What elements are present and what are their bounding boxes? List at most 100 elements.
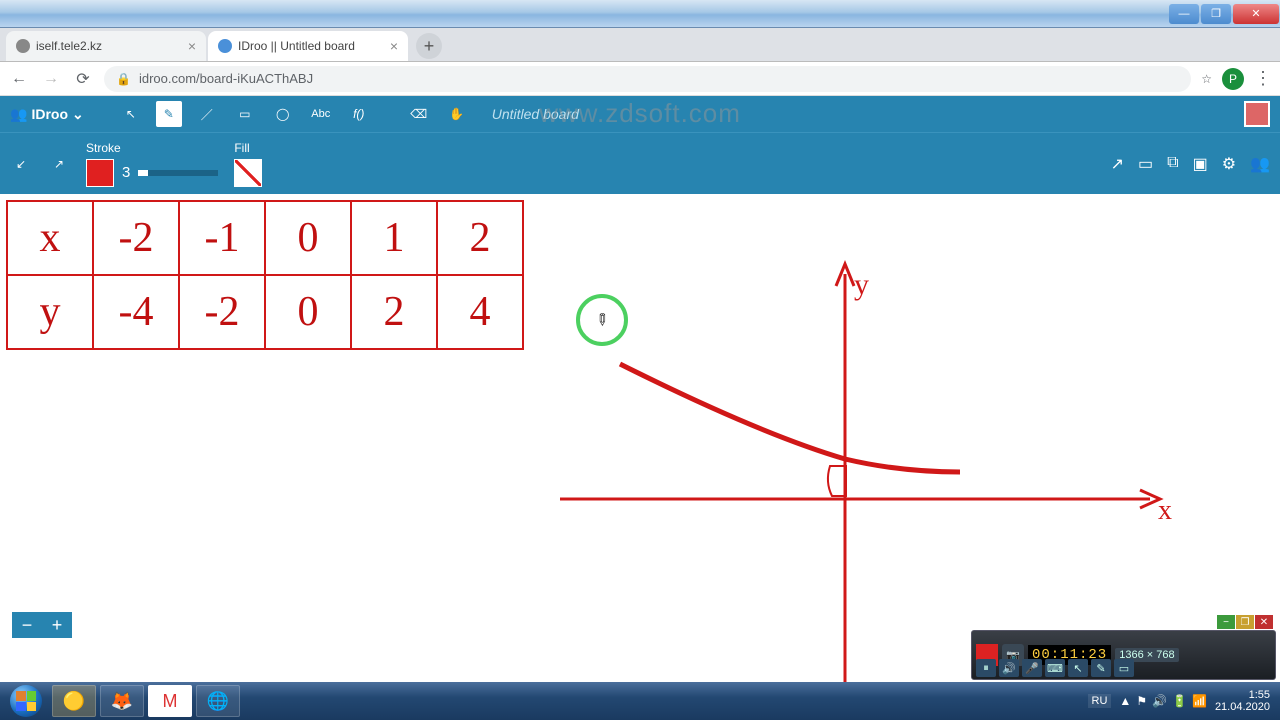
board-name[interactable]: Untitled board <box>492 106 579 122</box>
clock-time: 1:55 <box>1215 689 1270 701</box>
bookmark-star-icon[interactable]: ☆ <box>1201 72 1212 86</box>
keyboard-icon[interactable]: ⌨ <box>1045 659 1065 677</box>
fill-label: Fill <box>234 141 262 155</box>
profile-avatar[interactable]: P <box>1222 68 1244 90</box>
users-icon[interactable]: 👥 <box>1250 154 1270 174</box>
value-table: x -2 -1 0 1 2 y -4 -2 0 2 4 <box>6 200 524 350</box>
recorder-controls-row: ⏸ 🔊 🎤 ⌨ ↖ ✎ ▭ <box>976 659 1134 677</box>
pencil-cursor-icon: ✎ <box>590 308 614 332</box>
gear-icon[interactable]: ⚙ <box>1222 154 1236 174</box>
lock-icon: 🔒 <box>116 72 131 86</box>
app-icon <box>218 39 232 53</box>
app-brand[interactable]: 👥 IDroo ⌄ <box>10 106 84 123</box>
speaker-icon[interactable]: 🔊 <box>999 659 1019 677</box>
zoom-in-arrow-icon[interactable]: ↙ <box>10 153 32 175</box>
zoom-out-button[interactable]: − <box>12 612 42 638</box>
brand-text: IDroo <box>31 106 68 122</box>
browser-address-bar: ← → ⟳ 🔒 idroo.com/board-iKuACThABJ ☆ P ⋮ <box>0 62 1280 96</box>
clock-date: 21.04.2020 <box>1215 701 1270 713</box>
share-icon[interactable]: ↗ <box>1111 154 1124 174</box>
volume-icon[interactable]: 🔊 <box>1152 694 1167 708</box>
network-icon[interactable]: 📶 <box>1192 694 1207 708</box>
browser-tab-0[interactable]: iself.tele2.kz × <box>6 31 206 61</box>
line-tool[interactable]: ／ <box>194 101 220 127</box>
tray-up-icon[interactable]: ▲ <box>1119 694 1131 708</box>
zoom-out-arrow-icon[interactable]: ↗ <box>48 153 70 175</box>
stroke-group: Stroke 3 <box>86 141 218 187</box>
curve <box>620 364 960 472</box>
globe-icon <box>16 39 30 53</box>
recorder-min-button[interactable]: − <box>1217 615 1235 629</box>
copy-icon[interactable]: ⧉ <box>1167 154 1178 174</box>
chevron-down-icon: ⌄ <box>72 106 84 123</box>
flag-icon[interactable]: ⚑ <box>1136 694 1147 708</box>
drawing-canvas[interactable]: www.zdsoft.com x -2 -1 0 1 2 y -4 -2 0 2… <box>0 194 1280 684</box>
image-icon[interactable]: ▣ <box>1193 154 1208 174</box>
recorder-window-buttons: − ❐ ✕ <box>1217 615 1273 629</box>
eraser-tool[interactable]: ⌫ <box>406 101 432 127</box>
stroke-value: 3 <box>122 164 130 181</box>
taskbar-item-2[interactable]: M <box>148 685 192 717</box>
mic-icon[interactable]: 🎤 <box>1022 659 1042 677</box>
stroke-color-swatch[interactable] <box>86 159 114 187</box>
start-button[interactable] <box>4 684 48 718</box>
cursor-ring: ✎ <box>576 294 628 346</box>
os-close-button[interactable]: ✕ <box>1233 4 1279 24</box>
app-sub-toolbar: ↙ ↗ Stroke 3 Fill ↗ ▭ ⧉ ▣ ⚙ 👥 <box>0 132 1280 194</box>
formula-tool[interactable]: f() <box>346 101 372 127</box>
reload-button[interactable]: ⟳ <box>72 68 94 90</box>
text-tool[interactable]: Abc <box>308 101 334 127</box>
ellipse-tool[interactable]: ◯ <box>270 101 296 127</box>
region-icon[interactable]: ▭ <box>1114 659 1134 677</box>
screen-recorder-overlay[interactable]: − ❐ ✕ 📷 00:11:23 1366 × 768 ⏸ 🔊 🎤 ⌨ ↖ ✎ … <box>971 630 1276 680</box>
new-tab-button[interactable]: + <box>416 33 442 59</box>
pause-button[interactable]: ⏸ <box>976 659 996 677</box>
stroke-label: Stroke <box>86 141 218 155</box>
zoom-controls: − + <box>12 612 72 638</box>
pen-icon[interactable]: ✎ <box>1091 659 1111 677</box>
rect-tool[interactable]: ▭ <box>232 101 258 127</box>
toolbar-right-group: ↗ ▭ ⧉ ▣ ⚙ 👥 <box>1111 154 1270 174</box>
taskbar-item-0[interactable]: 🟡 <box>52 685 96 717</box>
url-input[interactable]: 🔒 idroo.com/board-iKuACThABJ <box>104 66 1191 92</box>
fill-color-swatch[interactable] <box>234 159 262 187</box>
os-maximize-button[interactable]: ❐ <box>1201 4 1231 24</box>
user-avatar[interactable] <box>1244 101 1270 127</box>
url-text: idroo.com/board-iKuACThABJ <box>139 71 313 86</box>
language-indicator[interactable]: RU <box>1088 694 1112 708</box>
tab-title: iself.tele2.kz <box>36 39 102 53</box>
forward-button[interactable]: → <box>40 68 62 90</box>
y-axis-label: y <box>854 268 869 301</box>
x-axis-label: x <box>1158 495 1172 526</box>
table-row: y -4 -2 0 2 4 <box>7 275 523 349</box>
back-button[interactable]: ← <box>8 68 30 90</box>
browser-tab-1[interactable]: IDroo || Untitled board × <box>208 31 408 61</box>
app-toolbar: 👥 IDroo ⌄ ↖ ✎ ／ ▭ ◯ Abc f() ⌫ ✋ Untitled… <box>0 96 1280 132</box>
recorder-close-button[interactable]: ✕ <box>1255 615 1273 629</box>
chat-icon[interactable]: ▭ <box>1138 154 1153 174</box>
fill-group: Fill <box>234 141 262 187</box>
pen-tool[interactable]: ✎ <box>156 101 182 127</box>
taskbar-clock[interactable]: 1:55 21.04.2020 <box>1215 689 1270 713</box>
hand-tool[interactable]: ✋ <box>444 101 470 127</box>
taskbar-item-1[interactable]: 🦊 <box>100 685 144 717</box>
origin-mark <box>828 466 846 496</box>
close-icon[interactable]: × <box>188 38 196 54</box>
battery-icon[interactable]: 🔋 <box>1172 694 1187 708</box>
axes-svg: x y <box>560 234 1180 694</box>
browser-tabstrip: iself.tele2.kz × IDroo || Untitled board… <box>0 28 1280 62</box>
tray-icons: ▲ ⚑ 🔊 🔋 📶 <box>1119 694 1207 708</box>
os-minimize-button[interactable]: — <box>1169 4 1199 24</box>
people-icon: 👥 <box>10 106 27 123</box>
close-icon[interactable]: × <box>390 38 398 54</box>
recorder-max-button[interactable]: ❐ <box>1236 615 1254 629</box>
zoom-in-button[interactable]: + <box>42 612 72 638</box>
taskbar-item-3[interactable]: 🌐 <box>196 685 240 717</box>
pointer-tool[interactable]: ↖ <box>118 101 144 127</box>
pointer-icon[interactable]: ↖ <box>1068 659 1088 677</box>
system-tray: RU ▲ ⚑ 🔊 🔋 📶 1:55 21.04.2020 <box>1088 689 1276 713</box>
browser-menu-icon[interactable]: ⋮ <box>1254 68 1272 89</box>
stroke-width-slider[interactable] <box>138 170 218 176</box>
tab-title: IDroo || Untitled board <box>238 39 355 53</box>
windows-logo-icon <box>10 685 42 717</box>
